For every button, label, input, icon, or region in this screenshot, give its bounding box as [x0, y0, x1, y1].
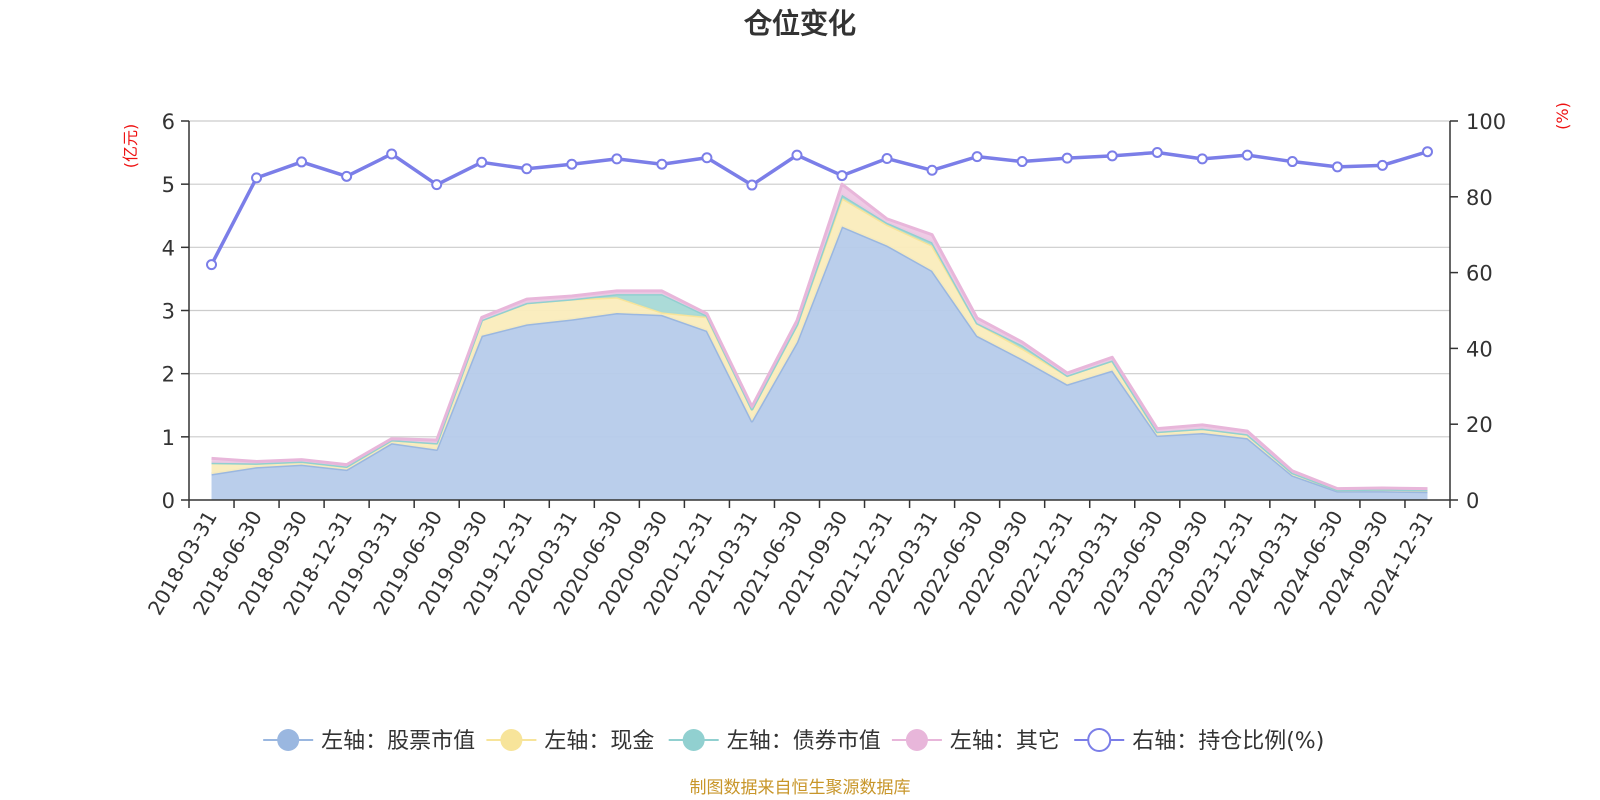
ratio-point — [1241, 149, 1253, 161]
legend-item: 右轴：持仓比例(%) — [1074, 728, 1324, 754]
chart-title: 仓位变化 — [744, 7, 856, 40]
legend-item: 左轴：现金 — [486, 729, 654, 754]
ratio-point — [341, 170, 353, 182]
left-axis-unit: (亿元) — [121, 124, 140, 169]
area-edge-左轴：股票市值 — [211, 224, 1428, 494]
ratio-point — [881, 153, 893, 165]
ratio-point — [1151, 146, 1163, 158]
right-axis-unit: (%) — [1553, 102, 1572, 130]
legend-item: 左轴：其它 — [891, 729, 1060, 754]
ratio-point — [1421, 146, 1433, 158]
legend-label: 左轴：其它 — [950, 729, 1060, 754]
left-axis-tick-label: 5 — [162, 173, 175, 197]
ratio-point — [1331, 161, 1343, 173]
ratio-point — [1016, 156, 1028, 168]
ratio-point — [701, 152, 713, 164]
ratio-point — [1376, 159, 1388, 171]
area-左轴：股票市值 — [211, 226, 1428, 501]
legend-circle-symbol — [277, 729, 300, 751]
left-axis-tick-label: 6 — [162, 110, 175, 134]
area-layer — [211, 182, 1428, 501]
legend-circle-symbol — [905, 729, 928, 751]
ratio-point — [1196, 153, 1208, 165]
ratio-point — [566, 158, 578, 170]
ratio-point — [791, 149, 803, 161]
ratio-point — [431, 179, 443, 191]
ratio-point — [1286, 156, 1298, 168]
ratio-point — [1106, 150, 1118, 162]
ratio-point — [521, 163, 533, 175]
legend-item: 左轴：债券市值 — [668, 729, 881, 754]
legend-item: 左轴：股票市值 — [263, 729, 475, 754]
right-axis-tick-label: 80 — [1466, 186, 1493, 210]
ratio-point — [296, 156, 308, 168]
ratio-point — [926, 164, 938, 176]
left-axis-tick-label: 2 — [162, 363, 175, 387]
data-source-note: 制图数据来自恒生聚源数据库 — [690, 778, 911, 798]
legend-circle-symbol — [1087, 728, 1112, 752]
left-axis-tick-label: 4 — [162, 236, 175, 260]
ratio-point — [476, 156, 488, 168]
right-axis-tick-label: 60 — [1466, 262, 1493, 286]
right-axis-tick-label: 20 — [1466, 413, 1493, 437]
legend-label: 左轴：股票市值 — [321, 729, 475, 754]
left-axis-tick-label: 1 — [162, 426, 175, 450]
legend-circle-symbol — [682, 729, 705, 751]
ratio-point — [836, 170, 848, 182]
left-axis-tick-label: 0 — [162, 489, 175, 513]
right-axis-tick-label: 0 — [1466, 489, 1479, 513]
legend-circle-symbol — [500, 729, 523, 751]
right-axis-tick-label: 100 — [1466, 110, 1506, 134]
ratio-point — [206, 259, 218, 271]
ratio-line — [209, 150, 1428, 266]
legend-label: 左轴：债券市值 — [727, 729, 881, 754]
legend: 左轴：股票市值 左轴：现金 左轴：债券市值 左轴：其它 右轴：持仓比例(%) — [263, 728, 1324, 754]
ratio-point — [746, 179, 758, 191]
legend-label: 左轴：现金 — [544, 729, 654, 754]
area-edge-左轴：其它 — [211, 182, 1428, 491]
left-axis-tick-label: 3 — [162, 300, 175, 324]
legend-label: 右轴：持仓比例(%) — [1132, 729, 1324, 754]
ratio-point — [1061, 152, 1073, 164]
ratio-point — [251, 172, 263, 184]
ratio-point — [971, 151, 983, 163]
ratio-point — [611, 153, 623, 165]
ratio-line-layer — [206, 146, 1433, 271]
ratio-point — [656, 158, 668, 170]
ratio-point — [386, 148, 398, 160]
right-axis-tick-label: 40 — [1466, 337, 1493, 361]
